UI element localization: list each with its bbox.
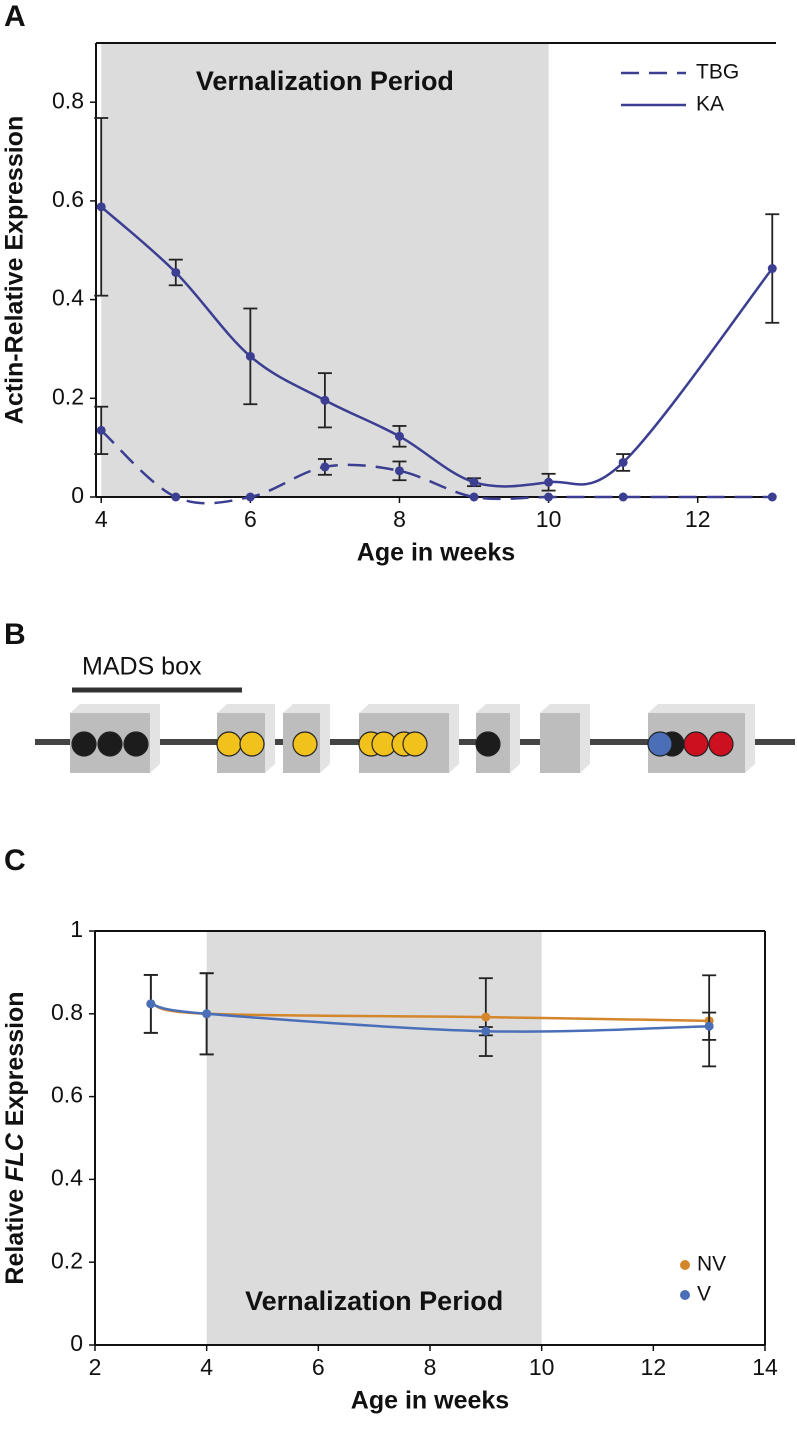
y-tick-label: 0.2 (52, 383, 84, 409)
variant-dots (71, 731, 734, 757)
x-tick-label: 6 (312, 1354, 325, 1380)
y-tick-label: 0.4 (52, 285, 84, 311)
panel-label: A (4, 0, 26, 33)
y-tick-label: 1 (70, 916, 83, 942)
y-axis-label: Relative FLC Expression (1, 991, 29, 1284)
panel-label: B (4, 618, 26, 651)
data-point (146, 999, 156, 1009)
data-point (202, 1009, 212, 1019)
shaded-period (101, 43, 549, 497)
data-point (245, 351, 255, 361)
x-axis-label: Age in weeks (357, 539, 515, 567)
y-tick-label: 0.8 (52, 87, 84, 113)
x-tick-label: 2 (89, 1354, 102, 1380)
data-point (171, 267, 181, 277)
data-point (245, 492, 255, 502)
annotation: Vernalization Period (245, 1286, 503, 1316)
data-point (394, 466, 404, 476)
shaded-period (206, 931, 542, 1345)
y-tick-label: 0.6 (51, 1082, 83, 1108)
data-point (704, 1021, 714, 1031)
legend-label: TBG (696, 61, 739, 84)
x-tick-label: 4 (95, 506, 108, 532)
x-tick-label: 8 (393, 506, 406, 532)
panel-label: C (4, 844, 26, 877)
data-point (544, 477, 554, 487)
y-tick-label: 0.2 (51, 1247, 83, 1273)
x-tick-label: 10 (536, 506, 562, 532)
y-tick-label: 0 (71, 482, 84, 508)
legend-label: KA (696, 93, 724, 116)
annotation: Vernalization Period (196, 66, 454, 96)
legend-dot (680, 1290, 690, 1300)
y-tick-label: 0.8 (51, 999, 83, 1025)
data-point (481, 1012, 491, 1022)
data-point (481, 1026, 491, 1036)
x-tick-label: 4 (200, 1354, 213, 1380)
y-tick-label: 0 (70, 1330, 83, 1356)
data-point (544, 492, 554, 502)
y-axis-label-part: Relative (1, 1182, 29, 1285)
x-tick-label: 12 (685, 506, 711, 532)
data-point (469, 492, 479, 502)
legend-dot (680, 1260, 690, 1270)
domain-label: MADS box (82, 653, 202, 681)
data-point (171, 492, 181, 502)
data-point (469, 477, 479, 487)
y-axis-label-part: FLC (1, 1132, 29, 1182)
data-point (618, 457, 628, 467)
legend-label: NV (697, 1253, 726, 1276)
x-tick-label: 14 (752, 1354, 778, 1380)
data-point (767, 492, 777, 502)
data-point (96, 425, 106, 435)
data-point (320, 395, 330, 405)
data-point (618, 492, 628, 502)
data-point (320, 462, 330, 472)
y-axis-label-part: Expression (1, 991, 29, 1133)
y-tick-label: 0.6 (52, 186, 84, 212)
x-axis-label: Age in weeks (351, 1387, 509, 1415)
legend-label: V (697, 1283, 711, 1306)
series-line (150, 1002, 710, 1033)
y-tick-label: 0.4 (51, 1164, 83, 1190)
y-axis-label: Actin-Relative Expression (1, 116, 29, 424)
data-point (96, 202, 106, 212)
x-tick-label: 10 (529, 1354, 555, 1380)
data-point (394, 431, 404, 441)
gene-diagram: MADS box (35, 653, 795, 773)
x-tick-label: 6 (244, 506, 257, 532)
data-point (767, 264, 777, 274)
x-tick-label: 12 (641, 1354, 667, 1380)
x-tick-label: 8 (424, 1354, 437, 1380)
